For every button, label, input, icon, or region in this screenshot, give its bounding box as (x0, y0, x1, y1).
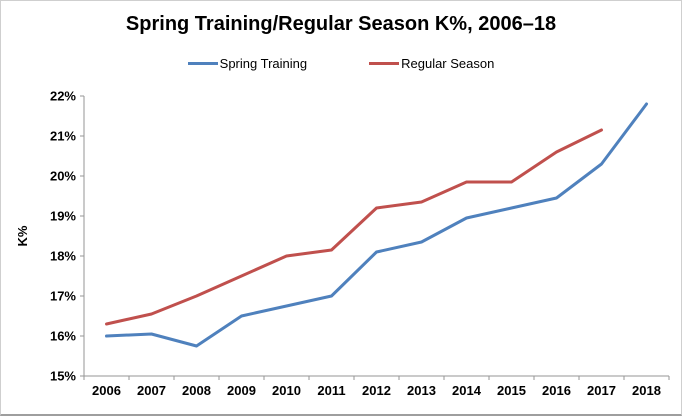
x-tick-label: 2018 (632, 383, 661, 398)
y-tick-label: 16% (50, 329, 76, 344)
x-tick-label: 2010 (272, 383, 301, 398)
x-tick-label: 2011 (317, 383, 345, 398)
y-tick-label: 18% (50, 249, 76, 264)
y-tick-label: 19% (50, 209, 76, 224)
chart-title: Spring Training/Regular Season K%, 2006–… (125, 13, 557, 35)
line-chart-plot: 15% 16% 17% 18% 19% 20% 21% 22% 2006 2007 2008 2009… (15, 89, 670, 398)
x-tick-label: 2012 (362, 383, 391, 398)
y-tick-label: 15% (50, 369, 76, 384)
y-tick-label: 21% (50, 129, 76, 144)
y-axis-title: K% (15, 225, 30, 246)
legend-label-regular-season: Regular Season (401, 56, 495, 71)
y-tick-label: 20% (50, 169, 76, 184)
x-tick-label: 2017 (587, 383, 616, 398)
x-tick-label: 2009 (227, 383, 256, 398)
series-line-spring-training (105, 102, 648, 348)
legend-swatch-regular-season (369, 62, 400, 65)
x-tick-label: 2006 (92, 383, 121, 398)
legend-label-spring-training: Spring Training (219, 56, 308, 71)
legend-swatch-spring-training (187, 62, 218, 65)
legend-item-spring-training: Spring Training (187, 56, 308, 71)
legend-item-regular-season: Regular Season (369, 56, 494, 71)
x-tick-label: 2014 (452, 383, 482, 398)
series-line-regular-season (105, 128, 603, 326)
x-tick-label: 2016 (542, 383, 571, 398)
x-tick-label: 2007 (137, 383, 166, 398)
y-tick-label: 22% (50, 89, 76, 104)
x-tick-label: 2013 (407, 383, 436, 398)
x-tick-label: 2008 (182, 383, 211, 398)
y-tick-label: 17% (50, 289, 76, 304)
legend: Spring Training Regular Season (1, 56, 681, 71)
x-tick-label: 2015 (497, 383, 526, 398)
